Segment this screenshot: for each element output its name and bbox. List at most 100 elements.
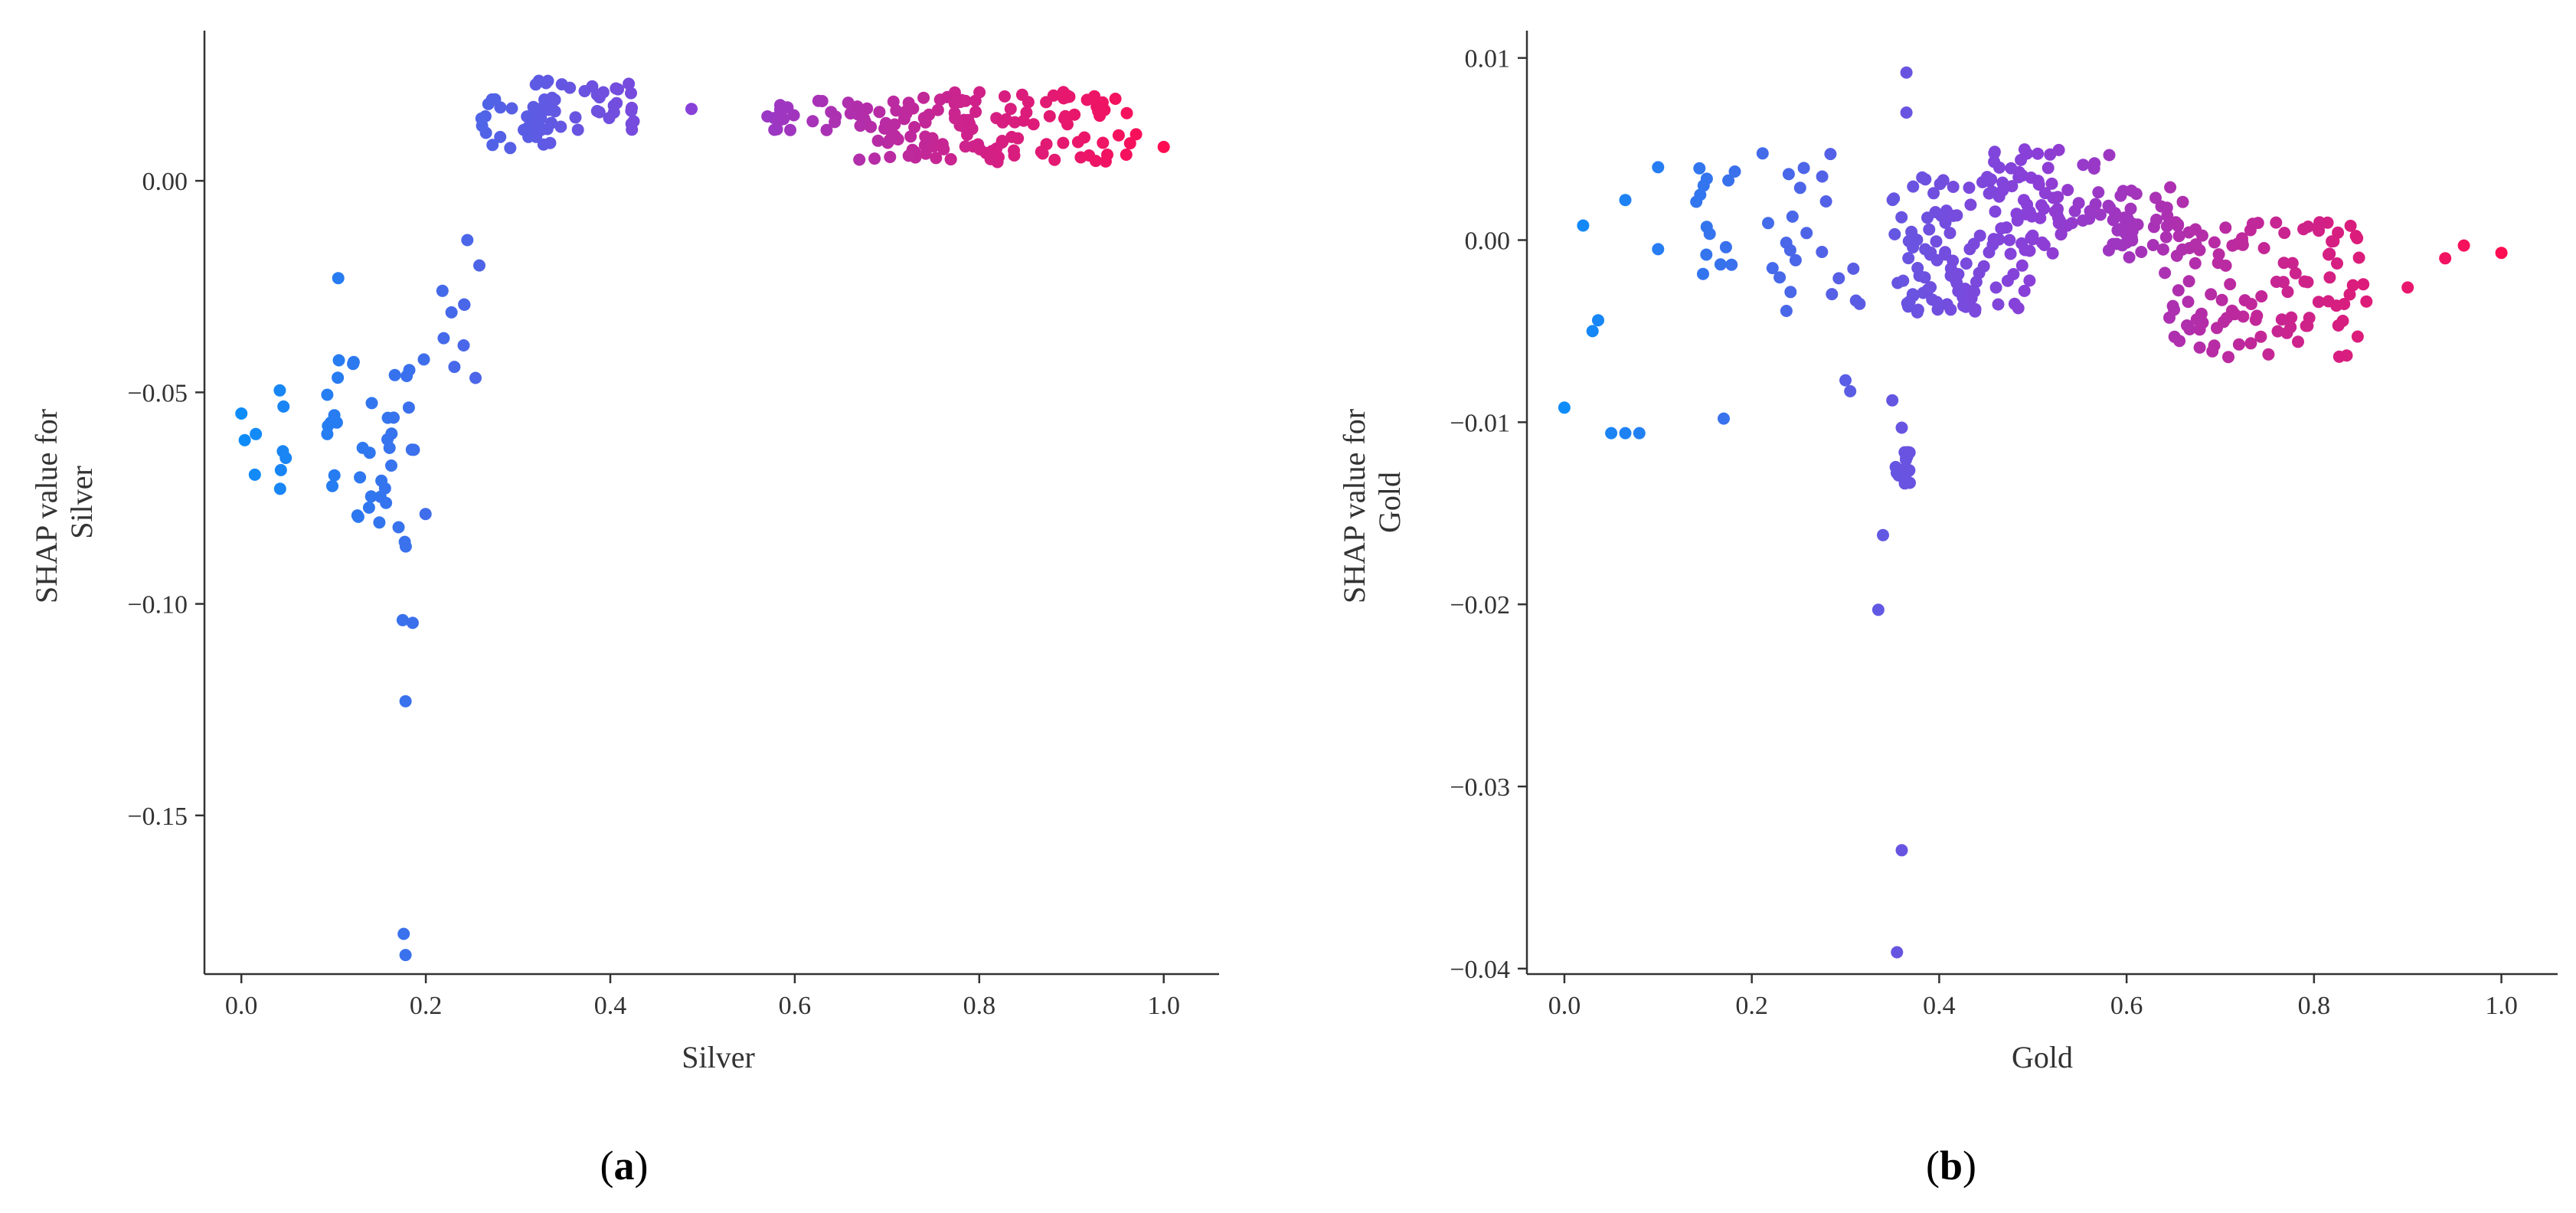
panel-a-data-point	[612, 83, 625, 96]
panel-b-x-tick-label: 1.0	[2485, 992, 2518, 1020]
panel-b-data-point	[1819, 195, 1832, 208]
panel-b-data-point	[2176, 195, 2189, 208]
panel-b-data-point	[2146, 239, 2159, 251]
panel-b-data-point	[2103, 149, 2116, 162]
panel-a-data-point	[546, 91, 558, 104]
panel-a-data-point	[886, 129, 899, 142]
panel-b-data-point	[1996, 184, 2009, 197]
panel-a-data-point	[806, 115, 819, 128]
panel-b-data-point	[1973, 229, 1986, 242]
panel-b-data-point	[1930, 296, 1943, 309]
panel-b-data-point	[2023, 205, 2036, 218]
panel-b-data-point	[2346, 279, 2359, 292]
panel-b-data-point	[1968, 285, 1981, 298]
panel-a-data-point	[402, 401, 415, 414]
panel-a-caption-letter: a	[614, 1143, 635, 1188]
panel-b-data-point	[1934, 178, 1947, 191]
panel-b-x-tick-label: 0.0	[1548, 992, 1581, 1020]
panel-a-data-point	[448, 361, 461, 374]
panel-a-data-point	[930, 152, 943, 165]
panel-a-y-tick-label: −0.15	[127, 803, 188, 831]
panel-a-data-point	[607, 106, 620, 119]
panel-a-data-point	[250, 427, 263, 440]
panel-a-data-point	[1040, 96, 1053, 109]
panel-b-data-point	[1947, 181, 1960, 193]
panel-a-data-point	[458, 299, 471, 311]
panel-b-data-point	[1722, 174, 1735, 187]
panel-a-data-point	[419, 508, 432, 521]
panel-b-data-point	[1793, 181, 1806, 195]
panel-a-data-point	[973, 86, 986, 99]
panel-a-data-point	[784, 123, 796, 136]
panel-a-data-point	[399, 949, 412, 962]
panel-a-data-point	[332, 371, 345, 384]
panel-b-y-tick-label: 0.00	[1465, 227, 1511, 256]
panel-a-data-point	[280, 452, 293, 464]
panel-b-data-point	[2149, 191, 2162, 204]
panel-b-data-point	[2357, 278, 2370, 291]
panel-b-data-point	[1983, 246, 1996, 259]
panel-a-data-point	[884, 151, 897, 163]
panel-a-y-axis-label-line-1: SHAP value for	[29, 409, 64, 603]
panel-a-data-point	[931, 103, 944, 116]
panel-a-data-point	[1020, 106, 1033, 119]
panel-b-data-point	[2092, 186, 2105, 199]
panel-a-data-point	[405, 443, 418, 456]
panel-b-data-point	[1847, 262, 1860, 275]
panel-a-data-point	[365, 397, 378, 410]
panel-a-data-point	[1008, 144, 1020, 157]
panel-b-data-point	[1924, 281, 1937, 294]
panel-b-data-point	[2271, 325, 2284, 338]
panel-b-data-point	[2313, 220, 2326, 233]
panel-b-data-point	[2018, 284, 2031, 297]
panel-a-data-point	[380, 496, 393, 509]
panel-a-data-point	[388, 368, 401, 381]
panel-b-data-point	[2301, 276, 2314, 289]
panel-a-data-point	[273, 384, 286, 397]
panel-b-data-point	[2055, 227, 2068, 240]
panel-b-data-point	[2226, 239, 2239, 252]
panel-a-x-axis-label: Silver	[682, 1040, 755, 1074]
panel-b-data-point	[2228, 308, 2241, 321]
panel-a-data-point	[1090, 100, 1103, 113]
panel-b-data-point	[2189, 257, 2202, 270]
panel-b-data-point	[2172, 284, 2185, 297]
panel-b-data-point	[2015, 237, 2028, 250]
panel-b-data-point	[1916, 171, 1929, 184]
panel-b-data-point	[2006, 180, 2019, 193]
panel-b-data-point	[2236, 234, 2248, 247]
panel-a-data-point	[373, 516, 386, 529]
panel-b-data-point	[1903, 295, 1916, 308]
panel-a-data-point	[399, 695, 412, 708]
panel-b-data-point	[1652, 161, 1665, 174]
panel-a-data-point	[364, 490, 378, 503]
panel-b-y-tick-label: −0.03	[1450, 773, 1510, 802]
panel-b-data-point	[2343, 288, 2356, 301]
panel-b-data-point	[1989, 205, 2002, 218]
panel-b-data-point	[1969, 305, 1982, 318]
panel-a-data-point	[1015, 88, 1028, 101]
panel-b-data-point	[2208, 236, 2221, 249]
panel-a-data-point	[238, 433, 251, 446]
panel-a-data-point	[1129, 128, 1143, 141]
panel-a-data-point	[274, 463, 287, 476]
panel-a-data-point	[761, 110, 774, 123]
panel-a-data-point	[868, 152, 881, 165]
panel-a-data-point	[332, 354, 345, 367]
panel-b-data-point	[2270, 276, 2283, 288]
panel-b-data-point	[1872, 603, 1885, 616]
panel-b-data-point	[2224, 278, 2237, 291]
panel-a-x-tick-label: 0.0	[225, 992, 258, 1020]
panel-b-data-point	[2032, 178, 2045, 191]
panel-b-data-point	[2077, 159, 2090, 172]
panel-a-data-point	[356, 441, 369, 454]
panel-b-data-point	[1899, 473, 1912, 486]
panel-a-data-point	[385, 459, 397, 472]
panel-b-data-point	[2286, 257, 2299, 270]
panel-b-data-point	[2051, 202, 2064, 215]
panel-a-y-tick-label: −0.05	[127, 379, 188, 407]
panel-b-data-point	[1789, 253, 1802, 266]
panel-a-data-point	[936, 138, 949, 151]
panel-a-data-point	[571, 123, 584, 136]
panel-b-data-point	[2257, 242, 2270, 254]
